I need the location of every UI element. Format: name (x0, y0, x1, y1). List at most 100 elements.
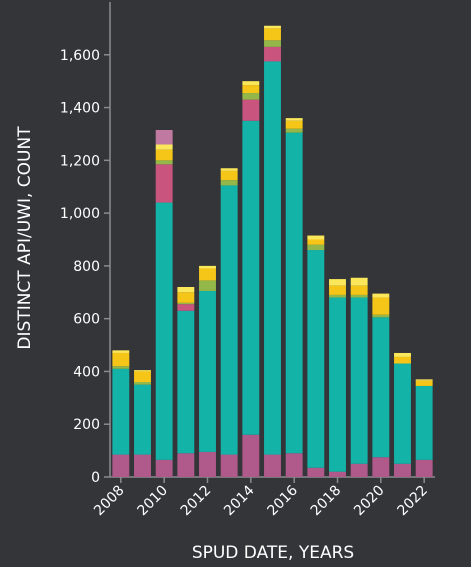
y-tick-label: 600 (73, 312, 100, 328)
bar-segment (199, 268, 216, 281)
bar-segment (177, 304, 195, 311)
bar-segment (307, 235, 325, 240)
bar-segment (285, 132, 303, 454)
bar-segment (112, 368, 130, 455)
bar-segment (177, 287, 195, 293)
bar-segment (372, 293, 390, 298)
bar-segment (242, 93, 260, 100)
x-axis-title: SPUD DATE, YEARS (192, 543, 354, 563)
bar-segment (307, 250, 325, 468)
bar-segment (415, 380, 433, 386)
bar-segment (415, 379, 433, 381)
bar-segment (220, 180, 238, 186)
x-tick-label: 2022 (394, 483, 431, 520)
bar-segment (134, 370, 151, 372)
bar-stack-2021 (394, 352, 411, 477)
bar-segment (220, 168, 238, 171)
bar-segment (329, 471, 346, 477)
bar-segment (112, 366, 130, 369)
bar-segment (264, 46, 281, 62)
bar-segment (329, 297, 346, 472)
bar-segment (394, 463, 411, 477)
bar-segment (264, 25, 281, 29)
bar-segment (155, 144, 173, 150)
bar-segment (350, 285, 368, 295)
bar-stack-2022 (415, 379, 433, 477)
bar-segment (415, 459, 433, 477)
bar-stack-2009 (134, 370, 151, 477)
bar-segment (199, 280, 216, 291)
bar-segment (285, 120, 303, 129)
bar-segment (155, 459, 173, 477)
x-tick-label: 2012 (178, 483, 215, 520)
x-tick-label: 2018 (308, 483, 345, 520)
bar-segment (264, 454, 281, 477)
bar-segment (242, 81, 260, 86)
y-tick-label: 200 (73, 417, 100, 433)
bar-segment (350, 277, 368, 286)
bar-segment (199, 290, 216, 452)
bar-segment (177, 302, 195, 305)
bar-segment (242, 99, 260, 121)
bar-stack-2018 (329, 279, 346, 477)
bar-segment (285, 118, 303, 121)
bar-segment (329, 294, 346, 298)
bar-segment (155, 202, 173, 460)
bar-segment (350, 297, 368, 464)
bar-segment (112, 352, 130, 367)
bar-segment (264, 61, 281, 455)
bar-segment (372, 457, 390, 477)
bar-segment (372, 297, 390, 315)
bar-segment (199, 265, 216, 269)
bar-segment (350, 463, 368, 477)
bar-segment (177, 310, 195, 454)
x-tick-label: 2020 (351, 483, 388, 520)
bar-stack-2011 (177, 287, 195, 477)
bar-stack-2016 (285, 118, 303, 477)
bar-segment (394, 352, 411, 357)
bar-segment (285, 128, 303, 133)
y-tick-label: 400 (73, 364, 100, 380)
bar-segment (134, 371, 151, 382)
y-tick-label: 1,600 (60, 48, 100, 64)
bar-segment (307, 467, 325, 477)
bar-stack-2010 (155, 129, 173, 477)
bar-stack-2013 (220, 168, 238, 477)
x-axis: 2008 2010 2012 2014 2016 2018 2020 2022 (91, 476, 435, 520)
bar-segment (220, 454, 238, 477)
y-tick-label: 1,000 (60, 206, 100, 222)
bar-stack-2017 (307, 235, 325, 477)
y-tick-label: 1,200 (60, 153, 100, 169)
bar-segment (264, 28, 281, 41)
bar-segment (220, 185, 238, 455)
bar-stack-2015 (264, 25, 281, 477)
y-tick-label: 800 (73, 259, 100, 275)
bar-segment (264, 40, 281, 47)
bar-segment (177, 453, 195, 477)
bar-segment (307, 239, 325, 245)
bar-segment (242, 85, 260, 94)
x-tick-label: 2016 (264, 482, 301, 519)
bar-segment (155, 164, 173, 203)
bar-segment (285, 453, 303, 477)
y-axis: 0 200 400 600 800 1,000 1,200 1,400 1,600 (60, 2, 111, 486)
y-tick-label: 0 (91, 470, 100, 486)
bar-stack-2020 (372, 293, 390, 477)
bar-segment (329, 285, 346, 295)
bar-stack-2008 (112, 350, 130, 477)
x-tick-label: 2014 (221, 482, 258, 519)
bar-segment (242, 434, 260, 477)
bar-segment (134, 382, 151, 385)
bar-segment (155, 149, 173, 161)
bar-segment (199, 451, 216, 477)
bar-segment (134, 384, 151, 455)
x-tick-label: 2010 (134, 483, 171, 520)
bar-stack-2014 (242, 81, 260, 477)
bar-segment (112, 454, 130, 477)
bar-segment (350, 294, 368, 298)
bar-segment (372, 317, 390, 458)
bar-segment (155, 160, 173, 165)
bar-segment (329, 279, 346, 286)
bar-segment (394, 356, 411, 364)
